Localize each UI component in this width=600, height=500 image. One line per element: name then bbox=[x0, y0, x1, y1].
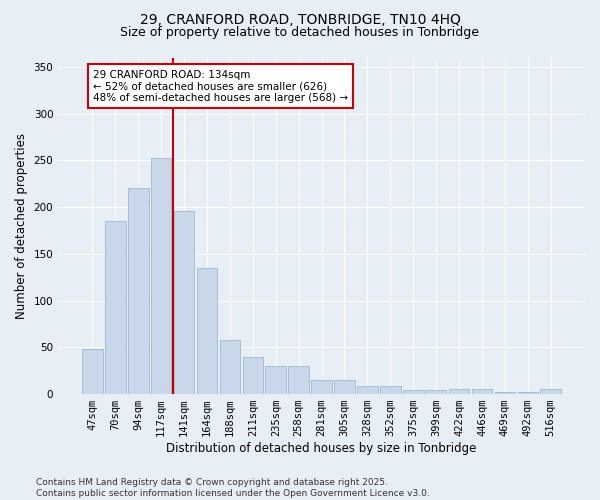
Bar bbox=[357, 386, 378, 394]
X-axis label: Distribution of detached houses by size in Tonbridge: Distribution of detached houses by size … bbox=[166, 442, 477, 455]
Bar bbox=[242, 356, 263, 394]
Y-axis label: Number of detached properties: Number of detached properties bbox=[15, 133, 28, 319]
Bar bbox=[151, 158, 172, 394]
Bar bbox=[518, 392, 538, 394]
Bar bbox=[311, 380, 332, 394]
Text: 29, CRANFORD ROAD, TONBRIDGE, TN10 4HQ: 29, CRANFORD ROAD, TONBRIDGE, TN10 4HQ bbox=[140, 12, 460, 26]
Bar bbox=[220, 340, 240, 394]
Text: Contains HM Land Registry data © Crown copyright and database right 2025.
Contai: Contains HM Land Registry data © Crown c… bbox=[36, 478, 430, 498]
Bar bbox=[494, 392, 515, 394]
Bar bbox=[265, 366, 286, 394]
Bar bbox=[403, 390, 424, 394]
Bar bbox=[449, 390, 469, 394]
Bar bbox=[174, 211, 194, 394]
Bar bbox=[197, 268, 217, 394]
Bar bbox=[472, 390, 493, 394]
Text: 29 CRANFORD ROAD: 134sqm
← 52% of detached houses are smaller (626)
48% of semi-: 29 CRANFORD ROAD: 134sqm ← 52% of detach… bbox=[93, 70, 348, 103]
Bar bbox=[128, 188, 149, 394]
Bar bbox=[380, 386, 401, 394]
Bar bbox=[334, 380, 355, 394]
Text: Size of property relative to detached houses in Tonbridge: Size of property relative to detached ho… bbox=[121, 26, 479, 39]
Bar bbox=[82, 349, 103, 394]
Bar bbox=[541, 390, 561, 394]
Bar bbox=[426, 390, 446, 394]
Bar bbox=[289, 366, 309, 394]
Bar bbox=[105, 221, 125, 394]
